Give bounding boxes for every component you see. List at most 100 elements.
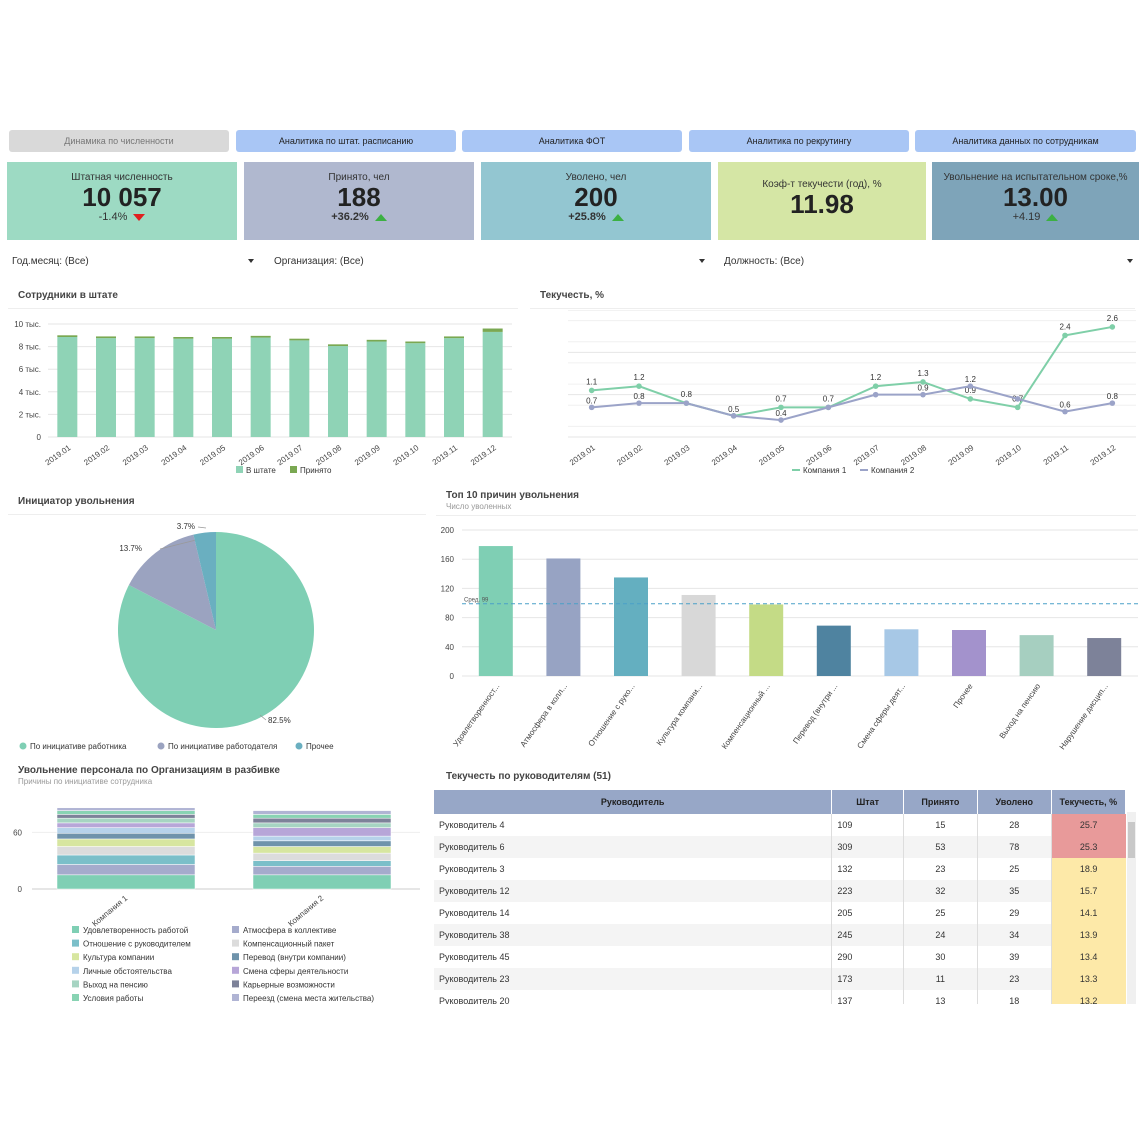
cell-value: 32 (903, 880, 978, 902)
legend-label: Принято (300, 466, 332, 475)
data-label: 0.5 (728, 405, 740, 414)
cell-manager: Руководитель 6 (434, 836, 833, 858)
col-header-turnover[interactable]: Текучесть, % (1051, 790, 1127, 814)
col-header-staff[interactable]: Штат (831, 790, 904, 814)
cell-value: 132 (831, 858, 904, 880)
bar-Принято (405, 341, 426, 344)
tab-employee-data[interactable]: Аналитика данных по сотрудникам (915, 130, 1136, 152)
table-row[interactable]: Руководитель 45 290 30 39 13.4 (434, 946, 1126, 968)
cell-value: 15 (903, 814, 978, 836)
data-point (1014, 396, 1021, 402)
legend-label: Личные обстоятельства (83, 967, 172, 976)
x-tick-label: 2019.02 (82, 443, 111, 467)
x-tick-label: 2019.12 (1089, 443, 1118, 467)
stack-segment (252, 874, 392, 890)
x-tick-label: Удовлетворенност... (451, 682, 501, 748)
col-header-dismissed[interactable]: Уволено (977, 790, 1052, 814)
stack-segment (252, 852, 392, 861)
x-tick-label: 2019.07 (852, 443, 881, 467)
cell-manager: Руководитель 4 (434, 814, 833, 836)
x-tick-label: Компания 1 (90, 893, 129, 928)
data-point (967, 396, 974, 402)
y-tick-label: 2 тыс. (19, 410, 41, 419)
data-label: 0.9 (917, 384, 929, 393)
col-header-manager[interactable]: Руководитель (434, 790, 833, 814)
cell-value: 34 (977, 924, 1052, 946)
filter-month[interactable]: Год.месяц: (Все) (12, 256, 89, 267)
cell-value: 290 (831, 946, 904, 968)
kpi-change: +36.2% (331, 211, 369, 223)
legend-swatch (72, 939, 79, 947)
data-point (1109, 400, 1116, 406)
bar-reason (749, 604, 784, 676)
stack-segment (252, 822, 392, 828)
x-tick-label: 2019.08 (899, 443, 928, 467)
cell-value: 23 (977, 968, 1052, 990)
bar-В штате (173, 338, 194, 437)
legend-label: Компания 2 (871, 466, 915, 475)
cell-turnover: 13.4 (1051, 946, 1126, 968)
legend-label: Условия работы (83, 994, 143, 1003)
x-tick-label: Атмосфера в колл... (518, 682, 569, 749)
cell-value: 24 (903, 924, 978, 946)
cell-value: 309 (831, 836, 904, 858)
panel-title-turnover: Текучесть, % (540, 290, 605, 301)
table-row[interactable]: Руководитель 3 132 23 25 18.9 (434, 858, 1126, 880)
data-point (872, 383, 879, 389)
x-tick-label: Прочее (951, 682, 974, 710)
x-tick-label: 2019.05 (757, 443, 786, 467)
chevron-down-icon[interactable] (248, 259, 254, 263)
legend-swatch (72, 994, 79, 1001)
x-tick-label: 2019.03 (663, 443, 692, 467)
data-point (636, 400, 642, 406)
table-scrollbar[interactable] (1127, 812, 1136, 1004)
table-row[interactable]: Руководитель 38 245 24 34 13.9 (434, 924, 1126, 946)
table-row[interactable]: Руководитель 20 137 13 18 13.2 (434, 990, 1126, 1004)
cell-value: 223 (831, 880, 904, 902)
kpi-value: 11.98 (790, 189, 854, 219)
x-tick-label: 2019.11 (431, 443, 460, 467)
cell-turnover: 13.3 (1051, 968, 1126, 990)
chevron-down-icon[interactable] (1127, 259, 1133, 263)
table-row[interactable]: Руководитель 12 223 32 35 15.7 (434, 880, 1126, 902)
tab-staffing[interactable]: Аналитика по штат. расписанию (236, 130, 456, 152)
kpi-value: 10 057 (82, 182, 162, 212)
data-label: 2.6 (1107, 314, 1119, 323)
bar-Принято (57, 335, 78, 337)
stack-segment (56, 827, 196, 834)
cell-value: 173 (831, 968, 904, 990)
legend-swatch (72, 966, 79, 974)
x-tick-label: 2019.04 (160, 443, 189, 467)
legend-swatch (72, 980, 79, 988)
chevron-down-icon[interactable] (699, 259, 705, 263)
tab-headcount[interactable]: Динамика по численности (9, 130, 229, 152)
x-tick-label: Смена сферы деят... (855, 682, 907, 750)
tab-recruiting[interactable]: Аналитика по рекрутингу (689, 130, 909, 152)
legend-swatch (232, 939, 239, 947)
filter-organization[interactable]: Организация: (Все) (274, 256, 364, 267)
data-point (683, 400, 690, 406)
bar-Принято (289, 338, 310, 341)
table-row[interactable]: Руководитель 6 309 53 78 25.3 (434, 836, 1126, 858)
legend-label: Выход на пенсию (83, 980, 148, 989)
tab-payroll[interactable]: Аналитика ФОТ (462, 130, 682, 152)
legend-swatch (19, 742, 27, 750)
col-header-hired[interactable]: Принято (903, 790, 978, 814)
kpi-probation-dismissal: Увольнение на испытательном сроке,% 13.0… (932, 162, 1139, 240)
stack-segment (56, 874, 196, 890)
x-tick-label: 2019.09 (353, 443, 382, 467)
managers-table: Руководитель Штат Принято Уволено Текуче… (434, 790, 1127, 1004)
table-row[interactable]: Руководитель 23 173 11 23 13.3 (434, 968, 1126, 990)
stack-segment (56, 854, 196, 865)
scrollbar-thumb[interactable] (1128, 822, 1135, 858)
x-tick-label: Культура компани... (655, 682, 704, 747)
legend-label: Удовлетворенность работой (83, 926, 188, 935)
table-row[interactable]: Руководитель 4 109 15 28 25.7 (434, 814, 1126, 836)
bar-В штате (212, 338, 232, 437)
legend-label: Отношение с руководителем (83, 940, 191, 949)
data-label: 0.8 (1107, 392, 1119, 401)
stack-segment (56, 822, 196, 828)
table-row[interactable]: Руководитель 14 205 25 29 14.1 (434, 902, 1126, 924)
legend-label: По инициативе работодателя (168, 742, 277, 751)
filter-position[interactable]: Должность: (Все) (724, 256, 805, 267)
